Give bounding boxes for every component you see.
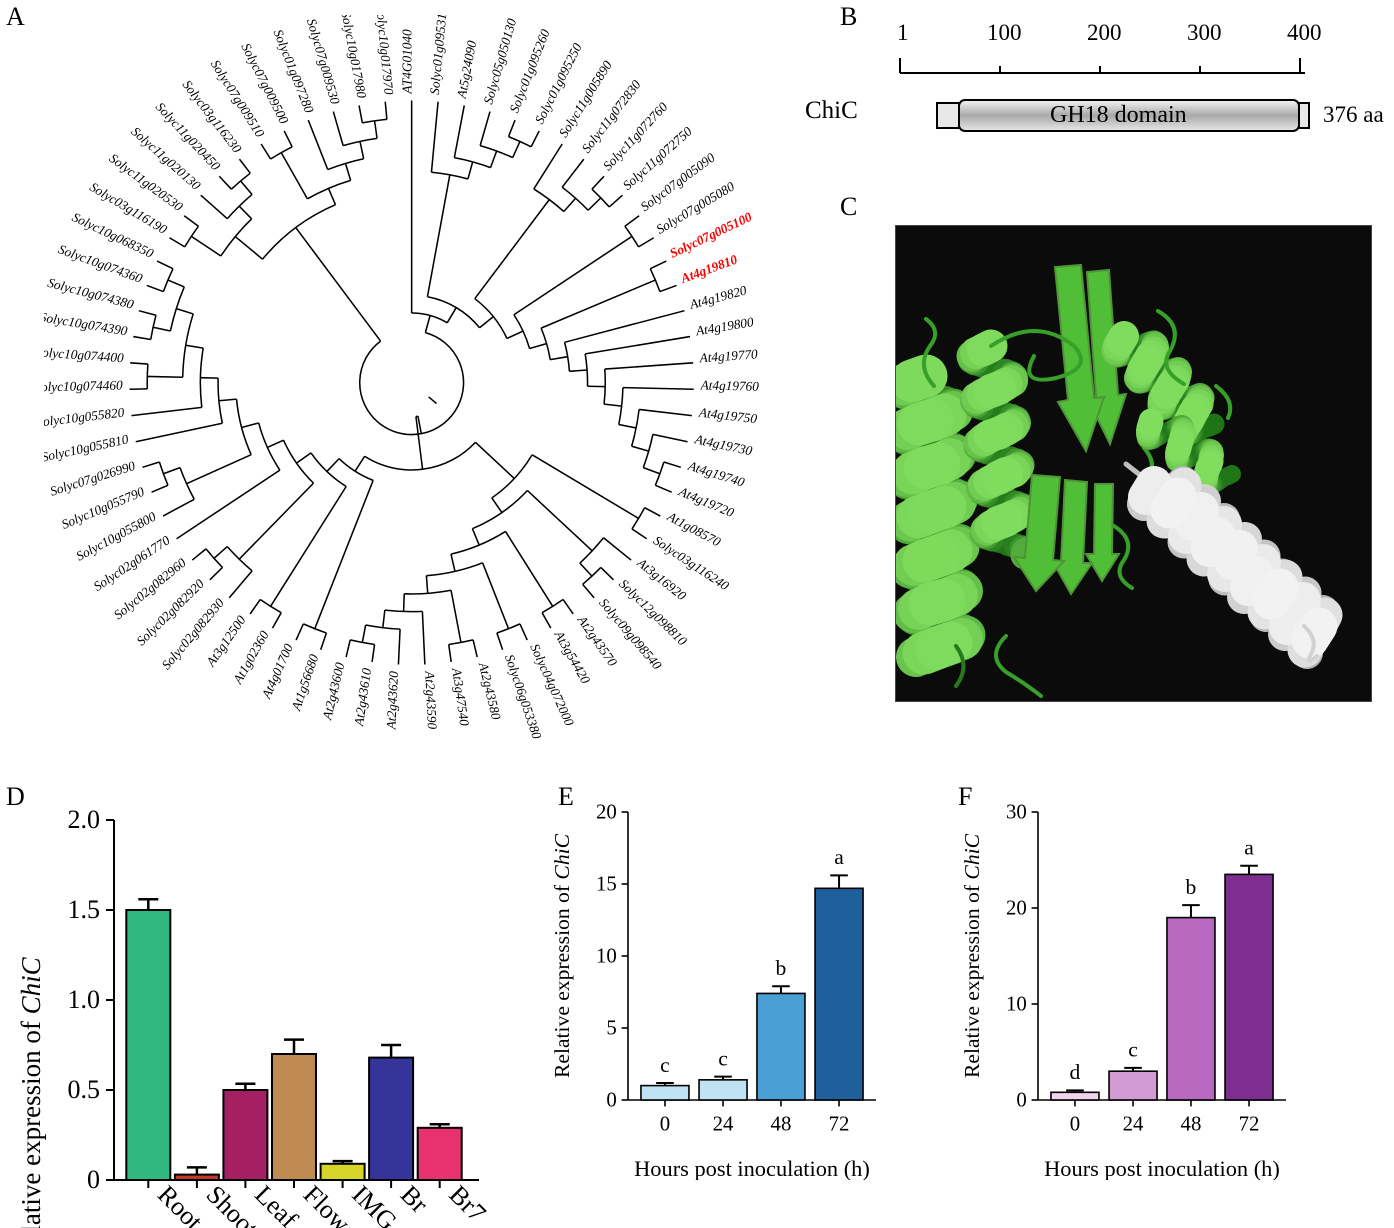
svg-text:Br7: Br7	[443, 1180, 491, 1228]
svg-text:At1g56680: At1g56680	[288, 652, 321, 713]
svg-text:0: 0	[87, 1165, 100, 1194]
svg-text:0: 0	[1070, 1112, 1080, 1135]
svg-text:Solyc10g017970: Solyc10g017970	[373, 15, 396, 96]
svg-text:Relative expression of ChiC: Relative expression of ChiC	[16, 956, 46, 1228]
svg-text:24: 24	[1123, 1112, 1144, 1135]
svg-text:At4g19740: At4g19740	[685, 458, 746, 490]
svg-text:24: 24	[713, 1112, 734, 1135]
svg-text:0: 0	[606, 1088, 616, 1111]
svg-text:Solyc10g074460: Solyc10g074460	[44, 378, 123, 395]
svg-text:Solyc01g095310: Solyc01g095310	[427, 15, 450, 95]
svg-text:a: a	[834, 845, 844, 869]
svg-text:At3g47540: At3g47540	[449, 666, 472, 727]
svg-text:Relative expression of ChiC: Relative expression of ChiC	[960, 833, 984, 1078]
svg-text:Hours post inoculation (h): Hours post inoculation (h)	[634, 1156, 870, 1180]
svg-text:At4g19750: At4g19750	[697, 405, 758, 427]
svg-text:100: 100	[987, 20, 1022, 45]
svg-text:Relative expression of ChiC: Relative expression of ChiC	[550, 833, 574, 1078]
svg-text:At4g01700: At4g01700	[258, 641, 296, 701]
svg-text:10: 10	[596, 944, 617, 967]
svg-text:At2g43590: At2g43590	[422, 670, 440, 730]
svg-text:c: c	[660, 1053, 670, 1077]
svg-text:AT4G01040: AT4G01040	[400, 29, 415, 95]
svg-text:48: 48	[771, 1112, 792, 1135]
svg-text:1: 1	[897, 20, 909, 45]
svg-text:d: d	[1070, 1060, 1081, 1084]
svg-text:48: 48	[1181, 1112, 1202, 1135]
svg-text:Hours post inoculation (h): Hours post inoculation (h)	[1044, 1156, 1280, 1180]
svg-text:b: b	[776, 956, 787, 980]
svg-text:0: 0	[660, 1112, 670, 1135]
svg-text:At4g19800: At4g19800	[694, 314, 755, 339]
svg-text:At4g19730: At4g19730	[693, 431, 754, 458]
svg-text:20: 20	[1006, 896, 1027, 919]
svg-text:Solyc10g074380: Solyc10g074380	[46, 275, 136, 312]
svg-text:At2g43610: At2g43610	[351, 667, 374, 728]
svg-text:c: c	[1128, 1038, 1138, 1062]
svg-text:a: a	[1244, 836, 1254, 860]
svg-text:0: 0	[1016, 1088, 1026, 1111]
svg-text:376 aa: 376 aa	[1323, 102, 1384, 127]
svg-text:72: 72	[1239, 1112, 1260, 1135]
svg-text:30: 30	[1006, 800, 1027, 823]
svg-text:At4g19770: At4g19770	[698, 346, 758, 365]
svg-text:ChiC: ChiC	[805, 97, 858, 124]
svg-text:72: 72	[829, 1112, 850, 1135]
svg-text:15: 15	[596, 872, 617, 895]
svg-text:c: c	[718, 1046, 728, 1070]
svg-text:20: 20	[596, 800, 617, 823]
svg-text:Solyc10g055810: Solyc10g055810	[44, 432, 130, 465]
svg-text:At4g19760: At4g19760	[699, 378, 759, 394]
svg-text:At2g43600: At2g43600	[319, 661, 347, 722]
svg-text:Root: Root	[152, 1180, 209, 1228]
svg-text:1.5: 1.5	[68, 895, 101, 924]
svg-text:0.5: 0.5	[68, 1075, 101, 1104]
svg-text:400: 400	[1287, 20, 1322, 45]
svg-text:10: 10	[1006, 992, 1027, 1015]
svg-text:At2g43620: At2g43620	[383, 671, 401, 731]
svg-text:Solyc10g055820: Solyc10g055820	[44, 405, 125, 430]
svg-text:b: b	[1186, 875, 1197, 899]
svg-text:At4g19820: At4g19820	[687, 283, 748, 313]
svg-text:GH18 domain: GH18 domain	[1050, 102, 1187, 128]
svg-text:At5g24090: At5g24090	[454, 39, 480, 100]
svg-text:1.0: 1.0	[68, 985, 101, 1014]
svg-text:200: 200	[1087, 20, 1122, 45]
svg-text:300: 300	[1187, 20, 1222, 45]
svg-text:At2g43580: At2g43580	[476, 660, 504, 721]
svg-text:2.0: 2.0	[68, 805, 101, 834]
svg-text:5: 5	[606, 1016, 616, 1039]
svg-text:Solyc10g017980: Solyc10g017980	[338, 15, 369, 100]
svg-text:Solyc10g074400: Solyc10g074400	[44, 344, 125, 365]
svg-text:At4g19810: At4g19810	[678, 252, 740, 287]
svg-text:Solyc10g074390: Solyc10g074390	[44, 309, 129, 338]
